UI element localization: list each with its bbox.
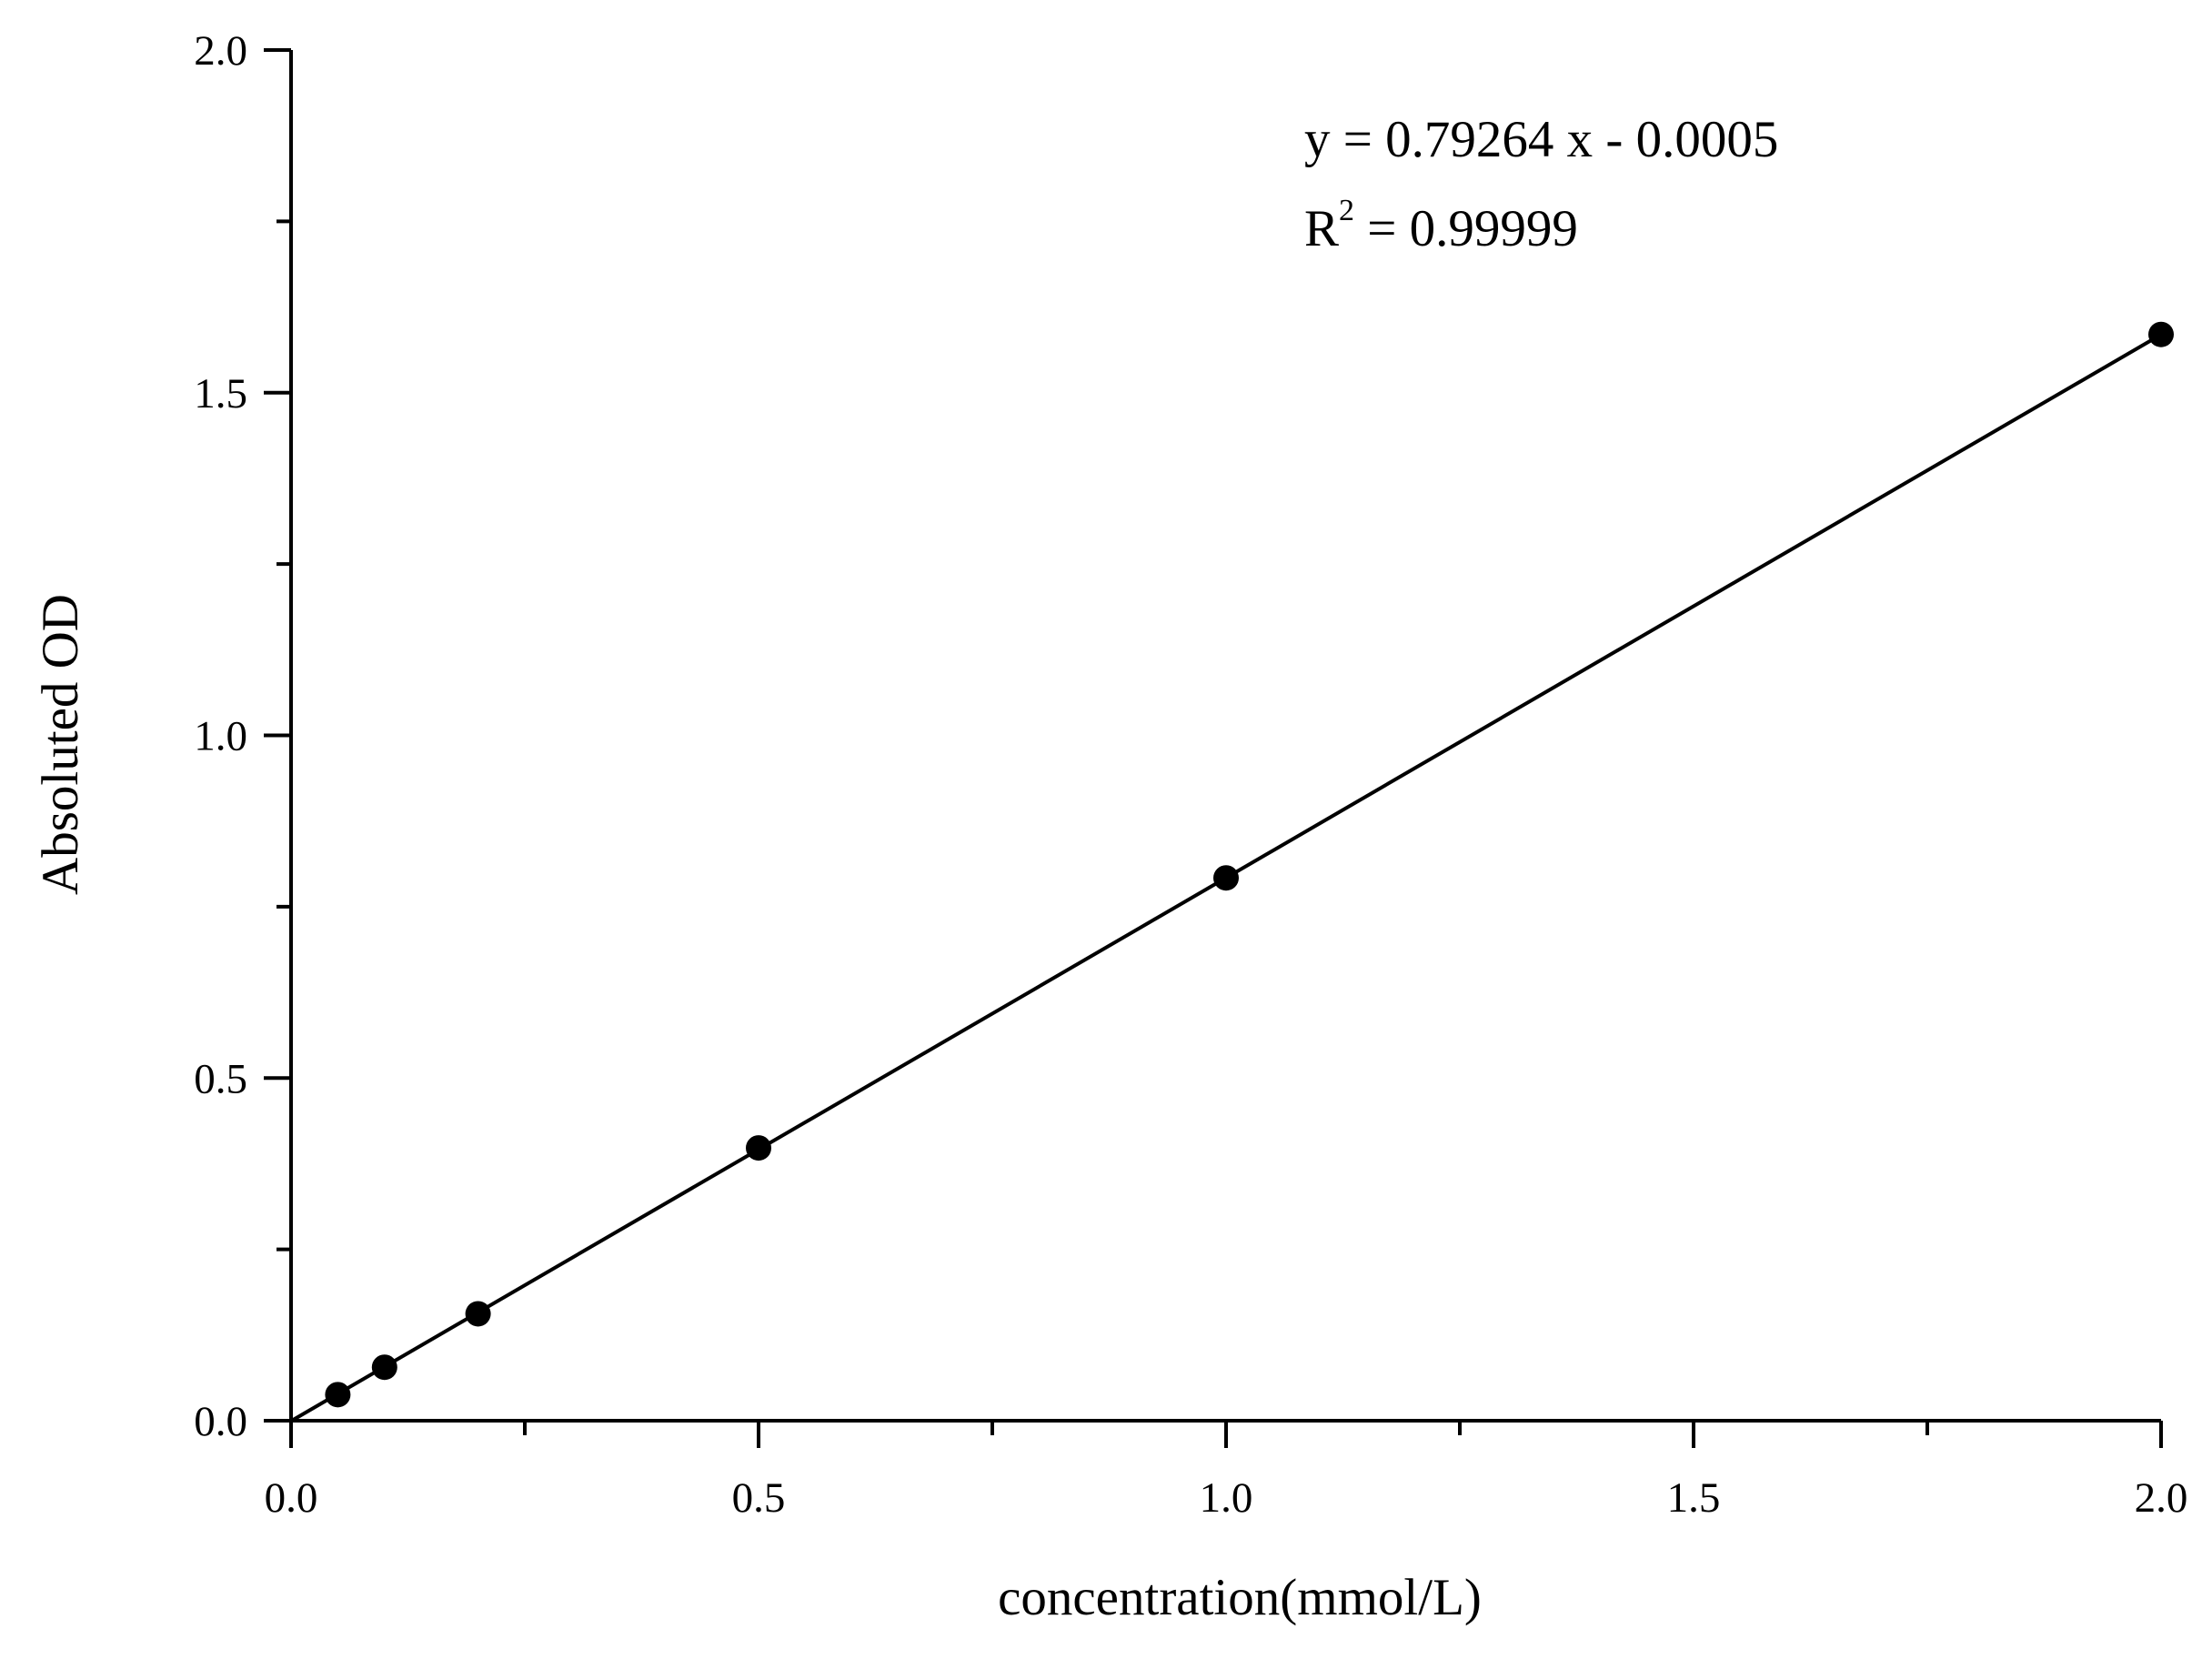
data-point	[465, 1301, 491, 1327]
r-squared-superscript: 2	[1339, 194, 1354, 227]
y-tick-label: 2.0	[194, 27, 247, 75]
x-ticks: 0.0 0.5 1.0 1.5 2.0	[265, 1421, 2188, 1522]
regression-equation: y = 0.79264 x - 0.0005	[1304, 111, 1778, 168]
r-squared-value: = 0.99999	[1354, 200, 1578, 257]
y-tick-label: 0.5	[194, 1055, 247, 1102]
r-squared-annotation: R2 = 0.99999	[1304, 194, 1578, 257]
y-tick-label: 1.5	[194, 370, 247, 417]
x-tick-label: 0.5	[732, 1474, 786, 1522]
axes: 0.0 0.5 1.0 1.5 2.0 0.0 0.5 1.0 1.5 2.0	[194, 27, 2187, 1522]
y-tick-label: 0.0	[194, 1398, 247, 1445]
y-axis-label: Absoluted OD	[32, 594, 89, 895]
data-point	[371, 1354, 397, 1381]
data-point	[746, 1135, 771, 1161]
x-tick-label: 2.0	[2135, 1474, 2188, 1522]
x-tick-label: 0.0	[265, 1474, 318, 1522]
data-points	[325, 321, 2174, 1408]
data-point	[2148, 321, 2174, 347]
r-squared-base: R	[1304, 200, 1339, 257]
data-point	[1213, 865, 1239, 891]
x-tick-label: 1.5	[1667, 1474, 1721, 1522]
y-ticks: 0.0 0.5 1.0 1.5 2.0	[194, 27, 291, 1445]
data-point	[325, 1382, 351, 1408]
x-axis-label: concentration(mmol/L)	[998, 1569, 1482, 1626]
y-tick-label: 1.0	[194, 713, 247, 760]
x-tick-label: 1.0	[1200, 1474, 1253, 1522]
